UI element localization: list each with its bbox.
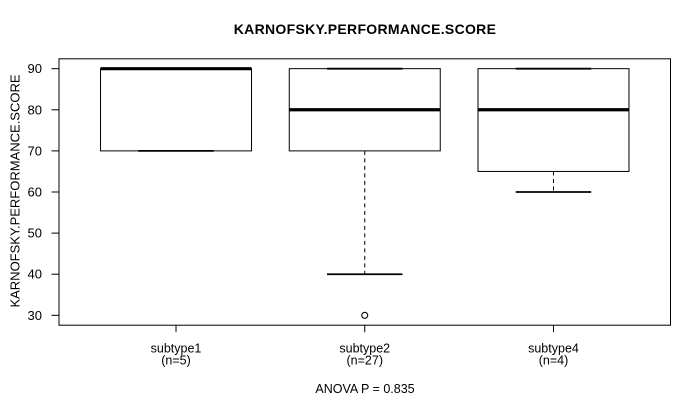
y-tick-label: 80	[28, 102, 42, 117]
y-tick-label: 50	[28, 226, 42, 241]
y-tick-label: 90	[28, 61, 42, 76]
anova-p-value: ANOVA P = 0.835	[315, 382, 415, 396]
x-category-count: (n=4)	[539, 354, 569, 368]
box-subtype4	[477, 68, 630, 172]
y-tick-label: 40	[28, 267, 42, 282]
x-category-count: (n=27)	[347, 354, 383, 368]
y-tick-label: 60	[28, 185, 42, 200]
x-category-label: subtype1	[151, 342, 202, 356]
box-subtype1	[100, 68, 253, 152]
y-tick-label: 70	[28, 143, 42, 158]
x-category-label: subtype4	[528, 342, 579, 356]
y-tick-label: 30	[28, 308, 42, 323]
x-category-count: (n=5)	[161, 354, 191, 368]
x-category-label: subtype2	[339, 342, 390, 356]
outlier-point-subtype2	[361, 311, 369, 319]
chart-title: KARNOFSKY.PERFORMANCE.SCORE	[233, 21, 497, 37]
